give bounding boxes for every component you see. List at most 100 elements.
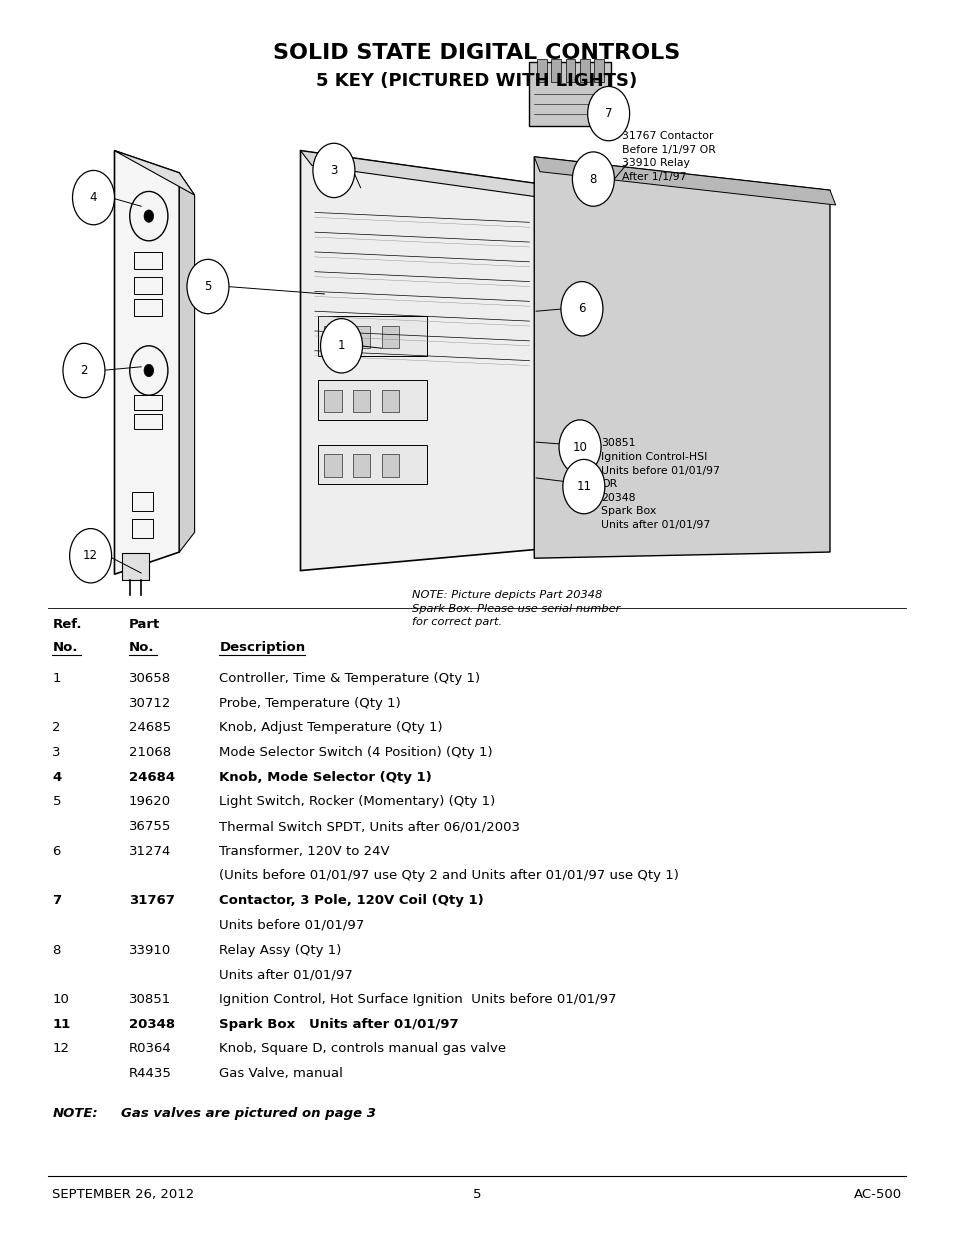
- Text: No.: No.: [129, 641, 154, 655]
- Bar: [381, 454, 398, 477]
- Bar: [529, 62, 610, 126]
- Bar: [133, 395, 162, 410]
- Text: 8: 8: [589, 173, 597, 185]
- Bar: [353, 326, 370, 348]
- Circle shape: [562, 459, 604, 514]
- Text: Ignition Control, Hot Surface Ignition  Units before 01/01/97: Ignition Control, Hot Surface Ignition U…: [219, 993, 617, 1007]
- Text: No.: No.: [52, 641, 78, 655]
- Text: Knob, Square D, controls manual gas valve: Knob, Square D, controls manual gas valv…: [219, 1042, 506, 1056]
- Text: 19620: 19620: [129, 795, 171, 809]
- Polygon shape: [179, 173, 194, 552]
- Text: 5: 5: [204, 280, 212, 293]
- Text: 12: 12: [83, 550, 98, 562]
- Text: Transformer, 120V to 24V: Transformer, 120V to 24V: [219, 845, 390, 858]
- Text: 1: 1: [52, 672, 61, 685]
- Circle shape: [313, 143, 355, 198]
- Text: 8: 8: [52, 944, 61, 957]
- Text: NOTE:: NOTE:: [52, 1107, 98, 1120]
- Bar: [324, 390, 341, 412]
- Text: 31767: 31767: [129, 894, 174, 908]
- Circle shape: [587, 86, 629, 141]
- Text: 2: 2: [80, 364, 88, 377]
- Text: 3: 3: [330, 164, 337, 177]
- Text: 30712: 30712: [129, 697, 171, 710]
- Circle shape: [558, 420, 600, 474]
- Bar: [565, 59, 575, 82]
- Circle shape: [187, 259, 229, 314]
- Text: Knob, Adjust Temperature (Qty 1): Knob, Adjust Temperature (Qty 1): [219, 721, 442, 735]
- Text: 6: 6: [52, 845, 61, 858]
- Text: 31767 Contactor
Before 1/1/97 OR
33910 Relay
After 1/1/97: 31767 Contactor Before 1/1/97 OR 33910 R…: [621, 131, 715, 182]
- Circle shape: [63, 343, 105, 398]
- Text: 30658: 30658: [129, 672, 171, 685]
- Text: 5: 5: [52, 795, 61, 809]
- Text: SEPTEMBER 26, 2012: SEPTEMBER 26, 2012: [52, 1188, 194, 1202]
- Bar: [133, 252, 162, 269]
- Text: Knob, Mode Selector (Qty 1): Knob, Mode Selector (Qty 1): [219, 771, 432, 784]
- Polygon shape: [534, 157, 835, 205]
- Text: 10: 10: [52, 993, 70, 1007]
- Text: 1: 1: [337, 340, 345, 352]
- Bar: [133, 414, 162, 429]
- Text: 4: 4: [52, 771, 62, 784]
- Text: 30851
Ignition Control-HSI
Units before 01/01/97
OR
20348
Spark Box
Units after : 30851 Ignition Control-HSI Units before …: [600, 438, 720, 530]
- Text: 4: 4: [90, 191, 97, 204]
- Bar: [551, 59, 560, 82]
- Circle shape: [70, 529, 112, 583]
- Text: 36755: 36755: [129, 820, 171, 834]
- Bar: [353, 390, 370, 412]
- Text: Mode Selector Switch (4 Position) (Qty 1): Mode Selector Switch (4 Position) (Qty 1…: [219, 746, 493, 760]
- Bar: [132, 492, 152, 511]
- Circle shape: [144, 364, 153, 377]
- Text: 24684: 24684: [129, 771, 174, 784]
- Text: Controller, Time & Temperature (Qty 1): Controller, Time & Temperature (Qty 1): [219, 672, 480, 685]
- Text: R0364: R0364: [129, 1042, 172, 1056]
- Text: 24685: 24685: [129, 721, 171, 735]
- Text: Gas Valve, manual: Gas Valve, manual: [219, 1067, 343, 1081]
- Text: AC-500: AC-500: [853, 1188, 901, 1202]
- Bar: [353, 454, 370, 477]
- Text: (Units before 01/01/97 use Qty 2 and Units after 01/01/97 use Qty 1): (Units before 01/01/97 use Qty 2 and Uni…: [219, 869, 679, 883]
- Bar: [579, 59, 589, 82]
- Text: 5 KEY (PICTURED WITH LIGHTS): 5 KEY (PICTURED WITH LIGHTS): [316, 72, 637, 90]
- Bar: [122, 553, 149, 580]
- Text: Units before 01/01/97: Units before 01/01/97: [219, 919, 364, 932]
- Text: Ref.: Ref.: [52, 618, 82, 631]
- Circle shape: [144, 210, 153, 222]
- Text: Part: Part: [129, 618, 160, 631]
- Text: Units after 01/01/97: Units after 01/01/97: [219, 968, 353, 982]
- Text: 3: 3: [52, 746, 61, 760]
- Polygon shape: [114, 151, 194, 195]
- Text: 5: 5: [473, 1188, 480, 1202]
- Circle shape: [572, 152, 614, 206]
- Bar: [133, 277, 162, 294]
- Bar: [381, 390, 398, 412]
- Text: 30851: 30851: [129, 993, 171, 1007]
- Text: Thermal Switch SPDT, Units after 06/01/2003: Thermal Switch SPDT, Units after 06/01/2…: [219, 820, 520, 834]
- Text: 33910: 33910: [129, 944, 171, 957]
- Bar: [381, 326, 398, 348]
- Bar: [324, 454, 341, 477]
- Text: Contactor, 3 Pole, 120V Coil (Qty 1): Contactor, 3 Pole, 120V Coil (Qty 1): [219, 894, 484, 908]
- Text: R4435: R4435: [129, 1067, 172, 1081]
- Bar: [324, 326, 341, 348]
- Polygon shape: [300, 151, 548, 571]
- Text: 11: 11: [576, 480, 591, 493]
- Polygon shape: [114, 151, 179, 574]
- Text: 31274: 31274: [129, 845, 171, 858]
- Bar: [594, 59, 603, 82]
- Bar: [317, 445, 427, 484]
- Circle shape: [560, 282, 602, 336]
- Polygon shape: [534, 157, 829, 558]
- Text: Probe, Temperature (Qty 1): Probe, Temperature (Qty 1): [219, 697, 401, 710]
- Text: 11: 11: [52, 1018, 71, 1031]
- Bar: [317, 380, 427, 420]
- Text: 21068: 21068: [129, 746, 171, 760]
- Polygon shape: [300, 151, 559, 200]
- Text: 7: 7: [604, 107, 612, 120]
- Text: Light Switch, Rocker (Momentary) (Qty 1): Light Switch, Rocker (Momentary) (Qty 1): [219, 795, 496, 809]
- Text: 20348: 20348: [129, 1018, 174, 1031]
- Text: Relay Assy (Qty 1): Relay Assy (Qty 1): [219, 944, 341, 957]
- Circle shape: [72, 170, 114, 225]
- Text: Description: Description: [219, 641, 305, 655]
